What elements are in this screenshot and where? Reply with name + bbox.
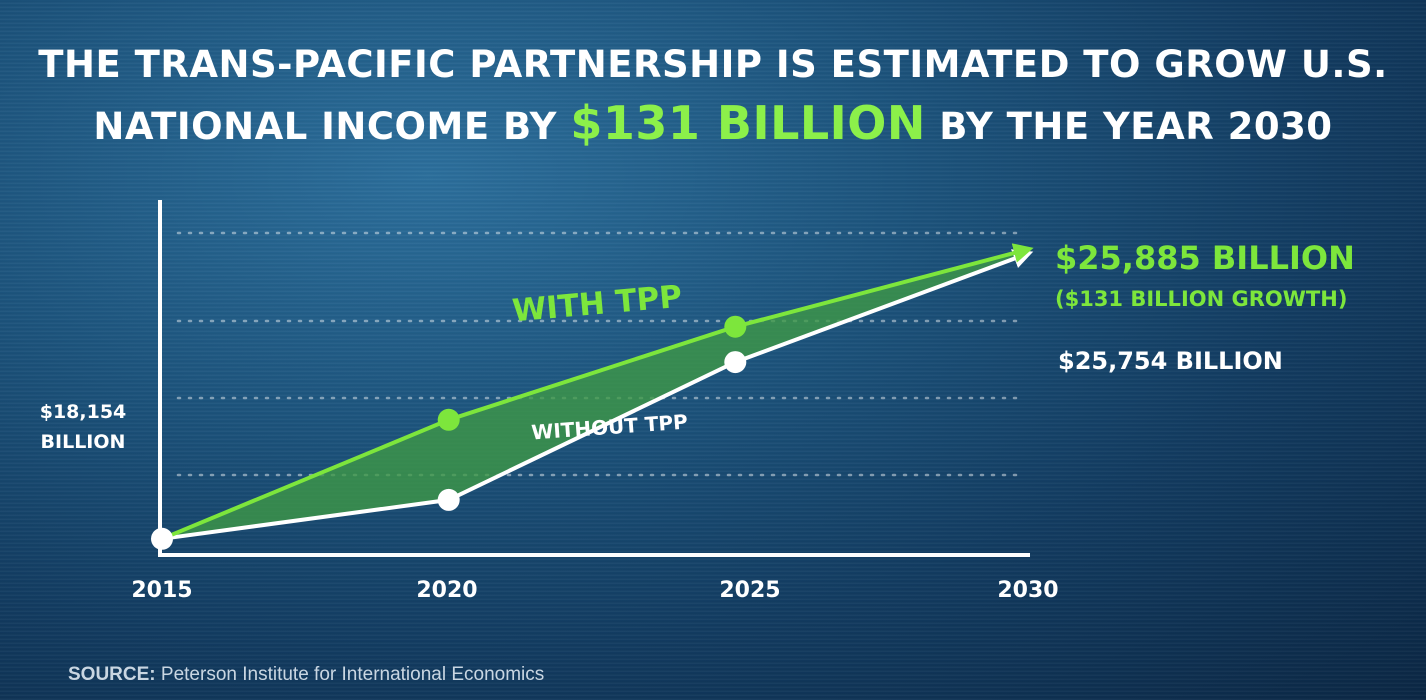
headline-accent-amount: $131 BILLION bbox=[570, 96, 926, 150]
axes bbox=[158, 200, 1030, 557]
point-with-tpp-2020 bbox=[437, 408, 460, 431]
series-label-with-tpp: WITH TPP bbox=[511, 279, 684, 330]
start-value-unit: BILLION bbox=[41, 431, 126, 453]
end-value-without-tpp: $25,754 BILLION bbox=[1058, 347, 1283, 375]
x-tick-label-2025: 2025 bbox=[719, 578, 780, 603]
point-with-tpp-2025 bbox=[724, 315, 747, 338]
point-without-tpp-2025 bbox=[724, 351, 747, 374]
headline-line-2: NATIONAL INCOME BY $131 BILLION BY THE Y… bbox=[0, 94, 1426, 156]
x-tick-label-2030: 2030 bbox=[997, 578, 1058, 603]
point-without-tpp-2020 bbox=[437, 488, 460, 511]
point-start-2015 bbox=[151, 527, 173, 550]
source-label: SOURCE: bbox=[68, 664, 156, 685]
start-value-amount: $18,154 bbox=[40, 401, 127, 423]
source-note: SOURCE: Peterson Institute for Internati… bbox=[68, 664, 544, 686]
end-value-growth-note: ($131 BILLION GROWTH) bbox=[1055, 287, 1347, 311]
headline-line-2-start: NATIONAL INCOME BY bbox=[93, 105, 571, 148]
series-line-without-tpp bbox=[161, 249, 1034, 541]
growth-area bbox=[162, 250, 1022, 539]
data-points bbox=[151, 315, 747, 550]
x-tick-label-2020: 2020 bbox=[416, 578, 477, 603]
source-text: Peterson Institute for International Eco… bbox=[160, 664, 545, 685]
series-lines bbox=[161, 243, 1034, 541]
gridlines bbox=[176, 231, 1026, 477]
headline: THE TRANS-PACIFIC PARTNERSHIP IS ESTIMAT… bbox=[0, 36, 1426, 156]
growth-area-fill bbox=[162, 250, 1022, 539]
headline-line-2-end: BY THE YEAR 2030 bbox=[925, 105, 1333, 148]
end-value-with-tpp: $25,885 BILLION bbox=[1055, 239, 1355, 277]
series-line-with-tpp bbox=[161, 243, 1034, 541]
headline-line-1: THE TRANS-PACIFIC PARTNERSHIP IS ESTIMAT… bbox=[38, 43, 1388, 86]
x-tick-label-2015: 2015 bbox=[131, 578, 192, 603]
